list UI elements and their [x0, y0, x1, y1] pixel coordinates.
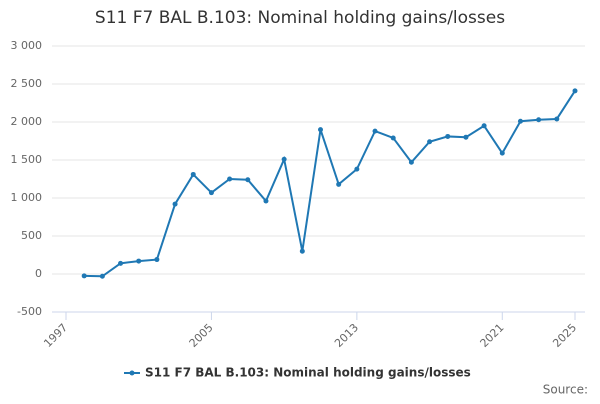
point	[81, 273, 87, 279]
point	[390, 135, 396, 141]
y-tick-label: 500	[21, 229, 42, 242]
x-tick-label: 2025	[550, 321, 579, 350]
point	[372, 128, 378, 134]
y-tick-label: 0	[35, 267, 42, 280]
point	[118, 260, 124, 266]
point	[336, 181, 342, 187]
x-tick-label: 1997	[41, 321, 70, 350]
y-tick-label: 2 500	[11, 77, 43, 90]
source: Source:	[543, 383, 588, 397]
point	[517, 118, 523, 124]
point	[408, 159, 414, 165]
point	[281, 156, 287, 162]
y-tick-label: 1 500	[11, 153, 43, 166]
point	[299, 248, 305, 254]
point	[245, 177, 251, 183]
chart-title: S11 F7 BAL B.103: Nominal holding gains/…	[95, 8, 505, 28]
point	[499, 150, 505, 156]
point	[99, 273, 105, 279]
legend-swatch-dot	[129, 370, 135, 376]
y-tick-label: 3 000	[11, 39, 43, 52]
x-tick-label: 2005	[187, 321, 216, 350]
point	[208, 190, 214, 196]
point	[136, 258, 142, 264]
y-tick-label: 1 000	[11, 191, 43, 204]
y-tick-label: 2 000	[11, 115, 43, 128]
point	[318, 127, 323, 133]
y-tick-label: -500	[17, 305, 42, 318]
legend-label: S11 F7 BAL B.103: Nominal holding gains/…	[145, 366, 471, 380]
point	[172, 201, 178, 207]
point	[481, 123, 487, 129]
point	[154, 257, 160, 263]
point	[554, 116, 560, 122]
x-tick-label: 2013	[332, 321, 361, 350]
point	[354, 166, 360, 172]
point	[445, 133, 451, 139]
point	[572, 88, 578, 94]
series-line	[84, 90, 576, 278]
point	[190, 171, 196, 177]
point	[427, 139, 433, 145]
point	[227, 176, 233, 182]
point	[463, 134, 469, 140]
point	[536, 117, 542, 123]
point	[263, 198, 269, 204]
x-tick-label: 2021	[478, 321, 507, 350]
